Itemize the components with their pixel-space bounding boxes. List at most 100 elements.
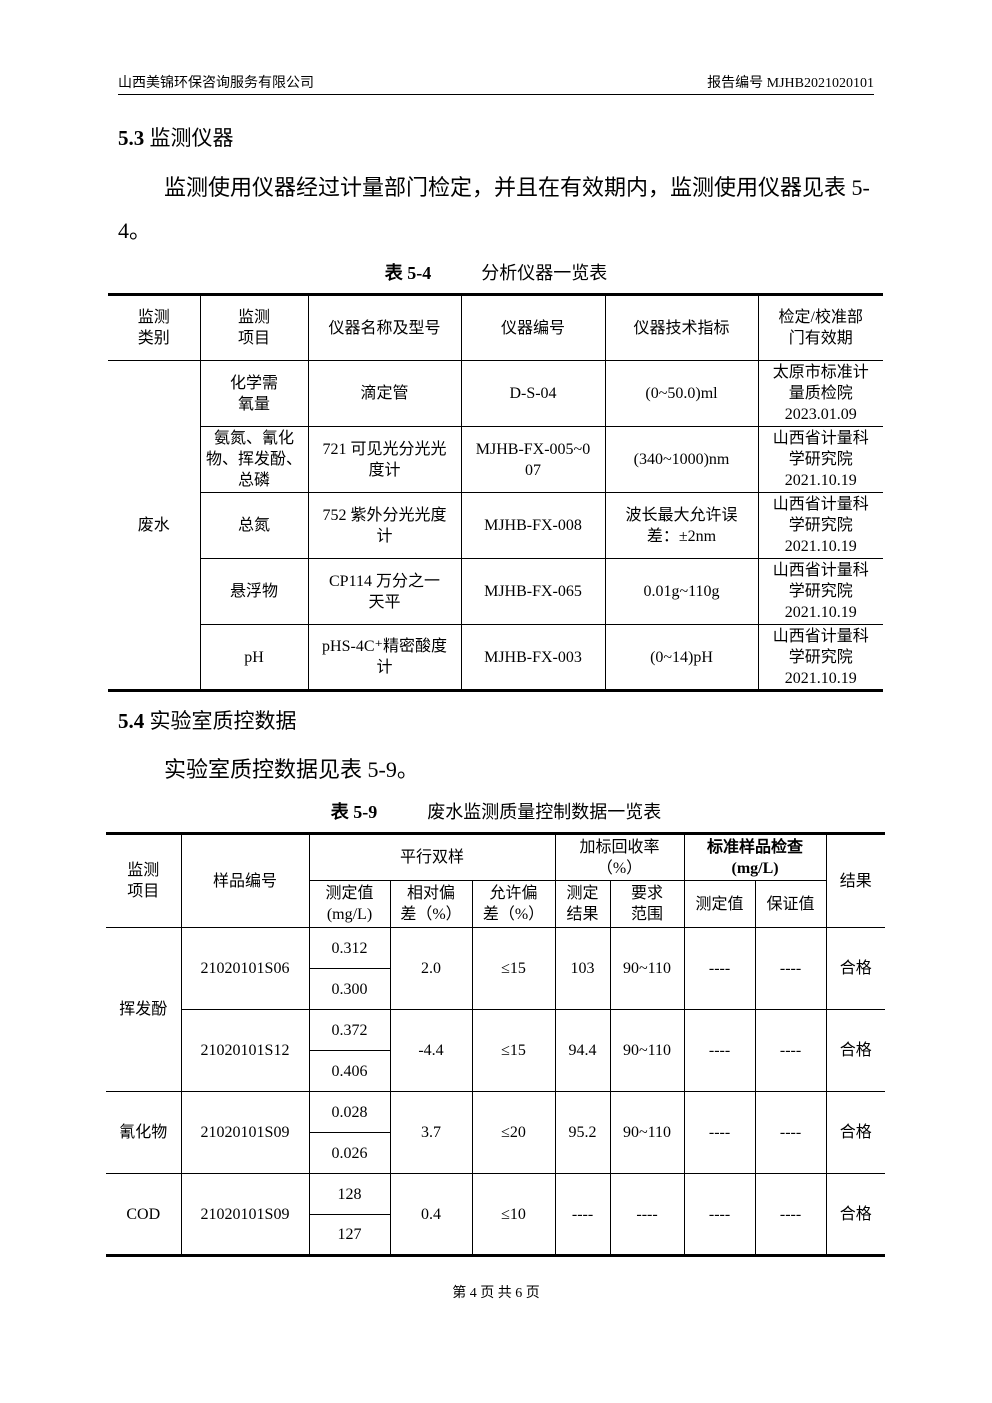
table-header-row: 测定值 (mg/L) 相对偏 差（%） 允许偏 差（%） 测定 结果 要求 范围 测定值 … — [106, 880, 885, 928]
company-name: 山西美锦环保咨询服务有限公司 — [118, 76, 314, 91]
item-cell: 氰化物 — [106, 1091, 182, 1174]
cell: pH — [200, 624, 309, 691]
cell: ≤20 — [471, 1091, 556, 1174]
header-cell: 样品编号 — [180, 833, 310, 928]
item-cell: 挥发酚 — [106, 927, 182, 1092]
measured-value-cell: 0.372 — [308, 1009, 391, 1051]
cell: (0~14)pH — [604, 624, 759, 691]
table-row: 总氮 752 紫外分光光度计 MJHB-FX-008 波长最大允许误 差：±2nm 山西省… — [108, 492, 883, 559]
cell: MJHB-FX-003 — [460, 624, 606, 691]
measured-value-cell: 0.406 — [309, 1050, 390, 1092]
cell: 0.4 — [389, 1173, 473, 1256]
cell: ---- — [683, 927, 756, 1010]
table-row: 21020101S12 0.372 -4.4 ≤15 94.4 90~110 ---- ---… — [106, 1009, 886, 1092]
measured-value-cell: 0.028 — [308, 1091, 391, 1133]
cell: ---- — [609, 1173, 685, 1256]
section-heading-5-3: 5.3 监测仪器 — [118, 126, 234, 150]
cell: 0.01g~110g — [604, 558, 759, 625]
cell: 波长最大允许误 差：±2nm — [604, 492, 759, 559]
cell: 山西省计量科 学研究院 2021.10.19 — [757, 624, 883, 691]
cell: ---- — [554, 1173, 611, 1256]
table-row: 悬浮物 CP114 万分之一 天平 MJHB-FX-065 0.01g~110g 山西省计… — [108, 558, 883, 625]
header-cell: 测定值 (mg/L) — [309, 880, 391, 928]
sample-id-cell: 21020101S09 — [180, 1173, 310, 1256]
header-cell: 监测 类别 — [108, 294, 201, 361]
instrument-table: 监测 类别 监测 项目 仪器名称及型号 仪器编号 仪器技术指标 检定/校准部 门有效期… — [108, 293, 883, 692]
cell: 合格 — [825, 1009, 886, 1092]
cell: 总氮 — [200, 492, 309, 559]
cell: ---- — [754, 1091, 827, 1174]
section-paragraph: 实验室质控数据见表 5-9。 — [164, 757, 419, 782]
table-row: COD 21020101S09 128 0.4 ≤10 ---- ---- ---- ---- 合… — [106, 1173, 886, 1256]
cell: 94.4 — [554, 1009, 611, 1092]
cell: ≤10 — [471, 1173, 556, 1256]
header-cell: 仪器技术指标 — [604, 294, 759, 361]
header-cell: 测定 结果 — [554, 880, 611, 928]
table-row: pH pHS-4C⁺精密酸度计 MJHB-FX-003 (0~14)pH 山西省计量科学… — [108, 624, 883, 691]
header-cell: 结果 — [825, 833, 886, 928]
cell: MJHB-FX-005~0 07 — [460, 426, 606, 493]
sample-id-cell: 21020101S09 — [180, 1091, 310, 1174]
header-cell: 监测 项目 — [106, 833, 182, 928]
cell: ---- — [754, 927, 827, 1010]
cell: (340~1000)nm — [604, 426, 759, 493]
measured-value-cell: 0.312 — [308, 927, 391, 969]
header-cell: 仪器名称及型号 — [307, 294, 462, 361]
cell: 合格 — [825, 1173, 886, 1256]
cell: ---- — [683, 1009, 756, 1092]
item-cell: COD — [106, 1173, 182, 1256]
cell: 滴定管 — [307, 360, 462, 427]
sample-id-cell: 21020101S06 — [180, 927, 310, 1010]
header-cell: 检定/校准部 门有效期 — [757, 294, 883, 361]
measured-value-cell: 0.300 — [309, 968, 390, 1010]
cell: ≤15 — [471, 927, 556, 1010]
cell: 合格 — [825, 927, 886, 1010]
cell: 752 紫外分光光度计 — [307, 492, 462, 559]
cell: 90~110 — [609, 1009, 685, 1092]
cell: CP114 万分之一 天平 — [307, 558, 462, 625]
table-header-row: 监测 类别 监测 项目 仪器名称及型号 仪器编号 仪器技术指标 检定/校准部 门有效期 — [108, 294, 883, 361]
report-number: 报告编号 MJHB2021020101 — [707, 76, 874, 91]
table-header-row: 监测 项目 样品编号 平行双样 加标回收率 （%） 标准样品检查 (mg/L) 结果 — [106, 833, 886, 928]
header-cell: 监测 项目 — [199, 294, 309, 361]
header-cell: 加标回收率 （%） — [554, 833, 685, 881]
cell: ---- — [683, 1173, 756, 1256]
cell: 山西省计量科 学研究院 2021.10.19 — [757, 558, 883, 625]
cell: ---- — [754, 1009, 827, 1092]
page-header: 山西美锦环保咨询服务有限公司 报告编号 MJHB2021020101 — [118, 72, 874, 95]
header-cell: 允许偏 差（%） — [471, 880, 556, 928]
cell: 90~110 — [609, 927, 685, 1010]
category-cell: 废水 — [108, 360, 201, 691]
cell: 山西省计量科 学研究院 2021.10.19 — [757, 426, 883, 493]
cell: 2.0 — [389, 927, 473, 1010]
cell: 氨氮、氰化 物、挥发酚、 总磷 — [200, 426, 309, 493]
cell: 太原市标准计 量质检院 2023.01.09 — [757, 360, 883, 427]
cell: D-S-04 — [460, 360, 606, 427]
table-row: 0.406 — [106, 1050, 885, 1092]
table-row: 氨氮、氰化 物、挥发酚、 总磷 721 可见光分光光 度计 MJHB-FX-005~0 07… — [108, 426, 883, 493]
header-cell: 相对偏 差（%） — [389, 880, 473, 928]
header-cell: 平行双样 — [308, 833, 556, 881]
table-row: 废水 化学需 氧量 滴定管 D-S-04 (0~50.0)ml 太原市标准计 量质检院 202… — [108, 360, 883, 691]
cell: -4.4 — [389, 1009, 473, 1092]
header-cell: 保证值 — [754, 880, 827, 928]
table-row: 0.026 — [106, 1132, 885, 1174]
sample-id-cell: 21020101S12 — [181, 1009, 310, 1092]
cell: ---- — [683, 1091, 756, 1174]
cell: MJHB-FX-008 — [460, 492, 606, 559]
header-cell: 测定值 — [683, 880, 756, 928]
measured-value-cell: 0.026 — [309, 1132, 390, 1174]
table-caption: 表 5-9 废水监测质量控制数据一览表 — [330, 802, 662, 822]
cell: 3.7 — [389, 1091, 473, 1174]
table-row: 氰化物 21020101S09 0.028 3.7 ≤20 95.2 90~110 ---- -… — [106, 1091, 886, 1174]
table-row: 挥发酚 21020101S06 0.312 2.0 ≤15 103 90~110 ---- --… — [106, 927, 886, 1092]
header-cell: 要求 范围 — [609, 880, 685, 928]
header-cell: 仪器编号 — [460, 294, 606, 361]
cell: pHS-4C⁺精密酸度计 — [307, 624, 462, 691]
header-cell: 标准样品检查 (mg/L) — [683, 833, 827, 881]
cell: MJHB-FX-065 — [460, 558, 606, 625]
cell: (0~50.0)ml — [604, 360, 759, 427]
table-caption: 表 5-4 分析仪器一览表 — [384, 263, 608, 283]
cell: ≤15 — [471, 1009, 556, 1092]
cell: 103 — [554, 927, 611, 1010]
